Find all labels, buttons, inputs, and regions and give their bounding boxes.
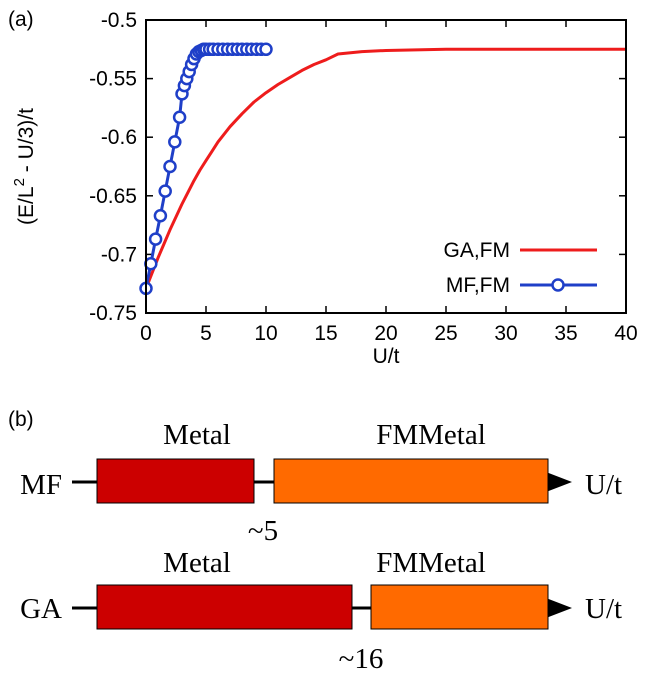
plot-frame — [145, 19, 627, 314]
x-tick-label: 20 — [374, 322, 397, 345]
panel-a-label: (a) — [8, 8, 34, 31]
phase-label-mf-fmmetal: FMMetal — [376, 419, 486, 451]
arrow-head-ga — [546, 598, 572, 618]
arrow-head-mf — [546, 472, 572, 492]
x-tick-label: 10 — [254, 322, 277, 345]
row-label-ga: GA — [20, 593, 62, 625]
y-tick-label: -0.7 — [101, 243, 137, 266]
data-point — [172, 110, 187, 125]
phase-bar-ga-metal — [96, 584, 353, 630]
y-label-part-2: - U/3)/t — [15, 108, 38, 178]
phase-label-ga-fmmetal: FMMetal — [376, 547, 486, 579]
data-point — [259, 42, 273, 57]
arrow-label-ga: U/t — [585, 593, 622, 625]
x-axis-label: U/t — [373, 345, 400, 368]
legend-entry-mf: MF,FM — [446, 274, 597, 297]
x-tick-label: 40 — [614, 322, 637, 345]
x-tick-label: 0 — [140, 322, 152, 345]
y-tick-label: -0.6 — [101, 126, 137, 149]
y-tick-label: -0.55 — [89, 68, 137, 91]
x-tick-label: 15 — [314, 322, 337, 345]
x-tick-label: 25 — [434, 322, 457, 345]
phase-row-ga: GA Metal FMMetal U/t ~16 — [20, 547, 622, 675]
x-tick-label: 30 — [494, 322, 517, 345]
legend-entry-ga: GA,FM — [444, 239, 597, 262]
series-layer — [139, 42, 626, 296]
legend: GA,FM MF,FM — [444, 239, 597, 297]
y-label-superscript: 2 — [11, 178, 28, 186]
y-label-part-1: (E/L — [15, 186, 38, 225]
arrow-label-mf: U/t — [585, 469, 622, 501]
phase-label-mf-metal: Metal — [163, 419, 231, 451]
data-point — [168, 135, 182, 149]
phase-row-mf: MF Metal FMMetal U/t ~5 — [20, 419, 622, 547]
axes: 0 5 10 15 20 25 30 35 40 -0.75 -0.7 -0.65 -0.6 -0.55 -… — [89, 9, 638, 345]
panel-b-label: (b) — [8, 408, 34, 431]
y-axis-label: (E/L2 - U/3)/t — [11, 108, 38, 225]
phase-diagram: MF Metal FMMetal U/t ~5 GA Metal FMMetal… — [20, 419, 622, 675]
energy-chart: 0 5 10 15 20 25 30 35 40 -0.75 -0.7 -0.65 -0.6 -0.55 -… — [11, 9, 638, 368]
transition-label-ga: ~16 — [339, 643, 384, 675]
series-line-0 — [144, 47, 626, 289]
data-point — [153, 208, 168, 223]
data-point — [148, 232, 163, 246]
y-tick-label: -0.75 — [89, 302, 137, 325]
legend-label-ga: GA,FM — [444, 239, 511, 262]
phase-label-ga-metal: Metal — [163, 547, 231, 579]
data-point — [158, 184, 172, 198]
phase-bar-mf-fmmetal — [273, 458, 549, 504]
data-point — [163, 159, 177, 174]
legend-label-mf: MF,FM — [446, 274, 510, 297]
legend-marker-mf — [551, 278, 565, 292]
x-tick-label: 5 — [200, 322, 212, 345]
transition-label-mf: ~5 — [248, 515, 278, 547]
phase-bar-mf-metal — [96, 458, 255, 504]
phase-bar-ga-fmmetal — [370, 584, 549, 630]
y-tick-label: -0.65 — [89, 185, 137, 208]
x-tick-label: 35 — [554, 322, 577, 345]
y-tick-label: -0.5 — [101, 9, 137, 32]
row-label-mf: MF — [20, 469, 62, 501]
